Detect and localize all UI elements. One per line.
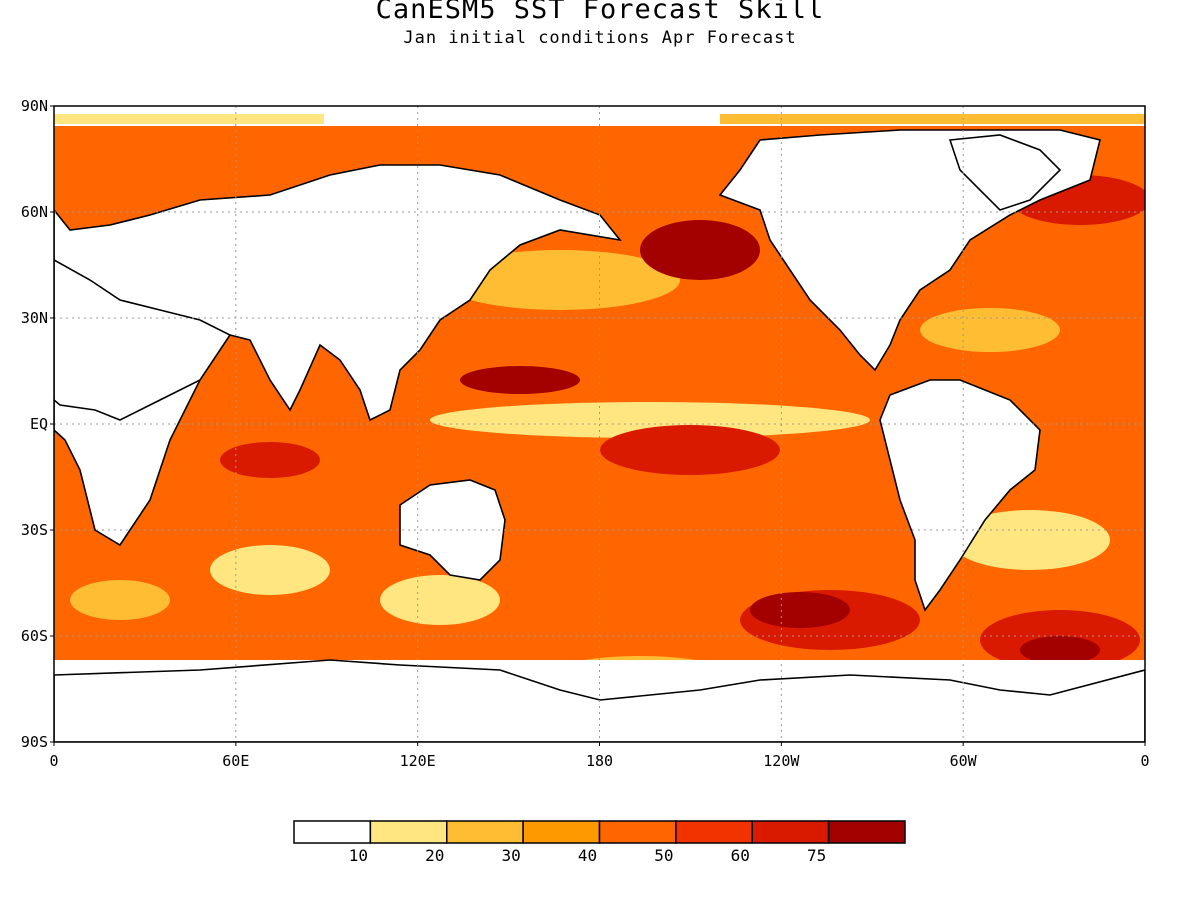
y-axis-ticks: 90N 60N 30N EQ 30S 60S 90S [21,97,54,751]
x-tick-label: 180 [586,752,613,770]
y-tick-label: 60S [21,627,48,645]
map-gridlines [54,106,1145,742]
colorbar-level-label: 20 [425,846,444,865]
chart-subtitle: Jan initial conditions Apr Forecast [403,28,797,48]
colorbar-swatch [446,820,524,844]
colorbar: 10 20 30 40 50 60 75 [293,820,906,865]
y-tick-label: 60N [21,203,48,221]
y-tick-label: 30N [21,309,48,327]
x-axis-ticks: 0 60E 120E 180 120W 60W 0 [49,742,1150,770]
x-tick-label: 0 [49,752,58,770]
y-tick-label: 90N [21,97,48,115]
chart-title: CanESM5 SST Forecast Skill [375,0,825,25]
x-tick-label: 60E [222,752,249,770]
colorbar-swatch [751,820,830,844]
colorbar-swatch [675,820,753,844]
y-tick-label: 30S [21,521,48,539]
colorbar-swatch [598,820,677,844]
colorbar-swatch [827,820,906,844]
y-tick-label: 90S [21,733,48,751]
colorbar-level-label: 40 [578,846,597,865]
colorbar-level-label: 60 [731,846,750,865]
colorbar-level-label: 10 [349,846,368,865]
colorbar-swatch [522,820,601,844]
x-tick-label: 120E [400,752,436,770]
colorbar-swatch [293,820,372,844]
colorbar-level-label: 30 [501,846,520,865]
x-tick-label: 0 [1140,752,1149,770]
colorbar-level-label: 50 [654,846,673,865]
colorbar-swatch [369,820,448,844]
x-tick-label: 60W [950,752,978,770]
x-tick-label: 120W [763,752,800,770]
colorbar-level-label: 75 [807,846,826,865]
y-tick-label: EQ [30,415,48,433]
